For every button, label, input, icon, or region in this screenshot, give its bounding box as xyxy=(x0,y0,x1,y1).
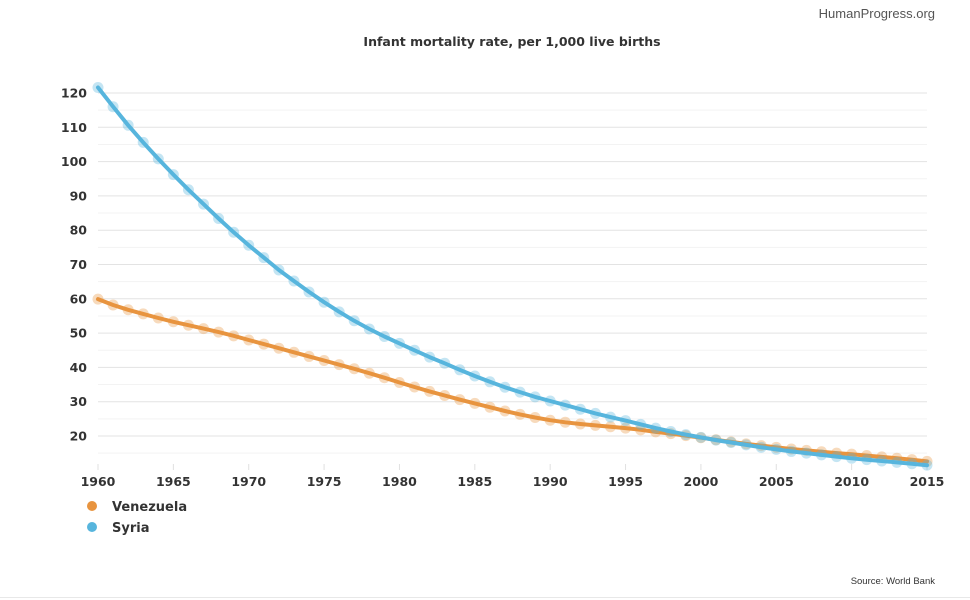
y-tick-label: 110 xyxy=(61,120,87,135)
legend-label: Venezuela xyxy=(112,500,187,515)
x-tick-label: 1980 xyxy=(382,474,417,489)
y-tick-label: 80 xyxy=(70,223,88,238)
legend-label: Syria xyxy=(112,521,149,536)
x-tick-label: 2015 xyxy=(910,474,945,489)
x-tick-label: 1970 xyxy=(231,474,266,489)
y-tick-label: 50 xyxy=(70,326,88,341)
x-tick-label: 2010 xyxy=(834,474,869,489)
legend-item-venezuela[interactable]: Venezuela xyxy=(87,500,187,515)
x-tick-label: 2005 xyxy=(759,474,794,489)
gridlines xyxy=(98,92,927,454)
series-venezuela xyxy=(92,293,933,467)
x-tick-label: 1995 xyxy=(608,474,643,489)
y-tick-label: 20 xyxy=(70,429,88,444)
y-tick-label: 100 xyxy=(61,154,87,169)
y-tick-label: 90 xyxy=(70,188,88,203)
series-syria xyxy=(92,82,933,471)
legend-marker-icon xyxy=(87,522,97,532)
brand-logo-text[interactable]: HumanProgress.org xyxy=(818,6,935,21)
y-tick-label: 30 xyxy=(70,394,88,409)
y-tick-label: 60 xyxy=(70,291,88,306)
x-axis: 1960 1965 1970 1975 1980 1985 1990 1995 2000 2005… xyxy=(81,464,945,489)
y-tick-label: 40 xyxy=(70,360,88,375)
series-layer xyxy=(92,82,933,471)
bottom-divider xyxy=(0,597,970,598)
x-tick-label: 1985 xyxy=(457,474,492,489)
legend: Venezuela Syria xyxy=(87,500,187,536)
venezuela-line xyxy=(96,297,929,464)
legend-item-syria[interactable]: Syria xyxy=(87,521,149,536)
y-axis: 20 30 40 50 60 70 80 90 100 110 120 xyxy=(61,86,87,444)
legend-marker-icon xyxy=(87,501,97,511)
y-tick-label: 120 xyxy=(61,86,87,101)
y-tick-label: 70 xyxy=(70,257,88,272)
x-tick-label: 1990 xyxy=(533,474,568,489)
x-tick-label: 1960 xyxy=(81,474,116,489)
x-tick-label: 1965 xyxy=(156,474,191,489)
chart-title: Infant mortality rate, per 1,000 live bi… xyxy=(363,34,661,49)
x-tick-label: 1975 xyxy=(307,474,342,489)
source-note: Source: World Bank xyxy=(850,576,935,587)
x-tick-label: 2000 xyxy=(684,474,719,489)
syria-line xyxy=(96,85,929,468)
